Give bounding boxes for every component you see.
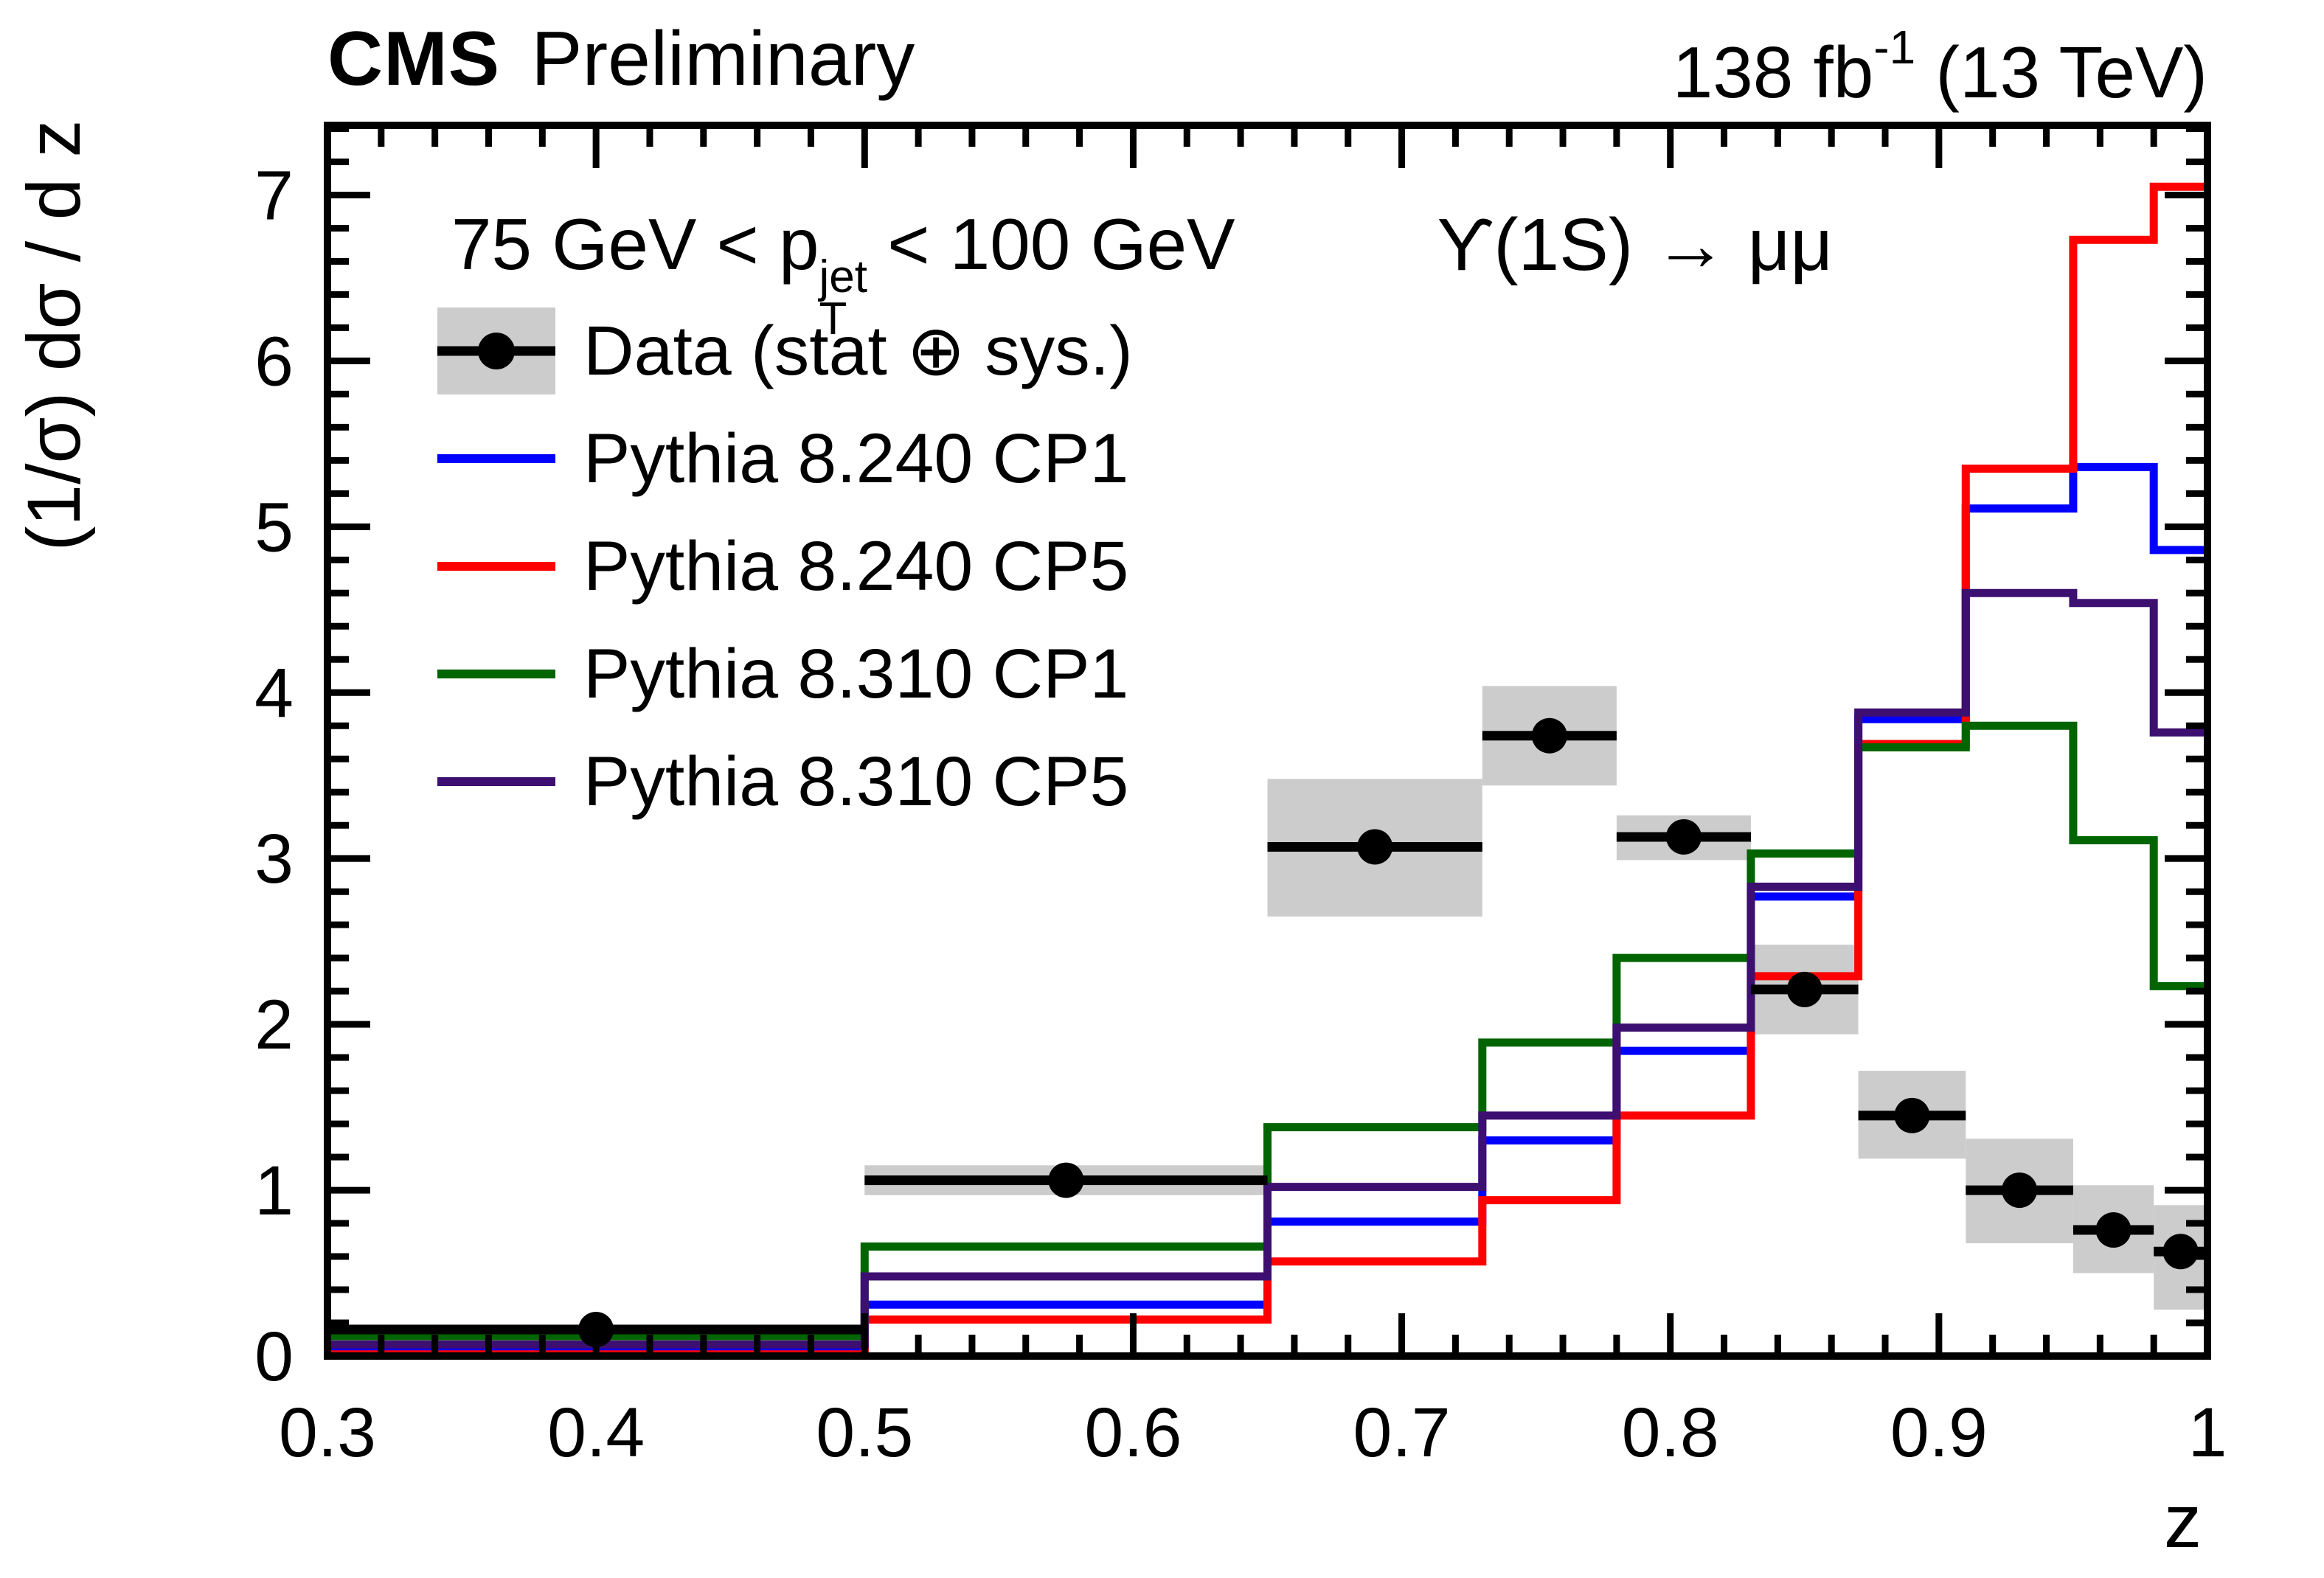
x-tick-label: 0.5 bbox=[816, 1394, 913, 1472]
selection-sub: T bbox=[819, 293, 847, 345]
luminosity-label: 138 fb-1 (13 TeV) bbox=[1673, 24, 2207, 108]
pt-jet-script: jet T bbox=[819, 251, 868, 345]
selection-sup: jet bbox=[819, 251, 868, 302]
data-point bbox=[1048, 1162, 1084, 1198]
y-tick-label: 0 bbox=[254, 1318, 294, 1396]
selection-pre: 75 GeV < p bbox=[451, 204, 819, 285]
series-pythia-8-310-cp5 bbox=[327, 588, 2207, 1349]
legend-entry-pythia-8240-cp5: Pythia 8.240 CP5 bbox=[437, 512, 1128, 620]
y-tick-label: 3 bbox=[254, 820, 294, 898]
process-label: ϒ(1S) → μμ bbox=[1437, 204, 1833, 286]
data-swatch bbox=[437, 307, 555, 394]
line-swatch-green bbox=[437, 670, 555, 678]
x-tick-label: 0.8 bbox=[1622, 1394, 1719, 1472]
plot-frame bbox=[324, 122, 2211, 1360]
legend-entry-pythia-8240-cp1: Pythia 8.240 CP1 bbox=[437, 405, 1128, 512]
x-tick-label: 0.7 bbox=[1353, 1394, 1451, 1472]
line-swatch-red bbox=[437, 562, 555, 571]
legend-label-pythia-8240-cp5: Pythia 8.240 CP5 bbox=[583, 526, 1129, 605]
y-axis-title: (1/σ) dσ / d z bbox=[12, 119, 96, 551]
data-point bbox=[1894, 1097, 1930, 1133]
y-tick-label: 1 bbox=[254, 1152, 294, 1230]
legend-label-pythia-8240-cp1: Pythia 8.240 CP1 bbox=[583, 419, 1129, 498]
x-tick-label: 0.3 bbox=[279, 1394, 376, 1472]
legend-entry-pythia-8310-cp1: Pythia 8.310 CP1 bbox=[437, 620, 1128, 728]
data-point bbox=[2162, 1234, 2199, 1270]
data-band-swatch bbox=[437, 307, 555, 394]
header-left: CMS Preliminary bbox=[327, 21, 915, 97]
selection-post: < 100 GeV bbox=[867, 204, 1235, 285]
data-point bbox=[1531, 717, 1567, 754]
y-tick-label: 5 bbox=[254, 488, 294, 566]
y-tick-label: 4 bbox=[254, 654, 294, 732]
energy-label: (13 TeV) bbox=[1915, 32, 2207, 113]
y-tick-label: 2 bbox=[254, 986, 294, 1064]
legend-label-data: Data (stat ⊕ sys.) bbox=[583, 311, 1133, 390]
x-tick-label: 0.9 bbox=[1890, 1394, 1988, 1472]
x-tick-label: 0.4 bbox=[547, 1394, 645, 1472]
line-swatch-blue bbox=[437, 454, 555, 463]
x-tick-label: 1 bbox=[2188, 1394, 2227, 1472]
data-marker-icon bbox=[478, 333, 515, 369]
lumi-exponent: -1 bbox=[1873, 21, 1916, 74]
data-point bbox=[2002, 1172, 2038, 1209]
legend-label-pythia-8310-cp5: Pythia 8.310 CP5 bbox=[583, 742, 1129, 821]
y-tick-label: 6 bbox=[254, 322, 294, 400]
x-axis-title: z bbox=[2164, 1479, 2202, 1563]
data-point bbox=[1786, 971, 1822, 1007]
x-tick-label: 0.6 bbox=[1084, 1394, 1182, 1472]
selection-label: 75 GeV < p jet T < 100 GeV bbox=[451, 208, 1235, 345]
legend-label-pythia-8310-cp1: Pythia 8.310 CP1 bbox=[583, 634, 1129, 713]
legend-entry-data: Data (stat ⊕ sys.) bbox=[437, 297, 1133, 405]
y-tick-label: 7 bbox=[254, 156, 294, 234]
data-point bbox=[2095, 1212, 2132, 1248]
line-swatch-purple bbox=[437, 777, 555, 786]
experiment-label: CMS bbox=[327, 16, 501, 102]
series-pythia-8-240-cp5 bbox=[327, 182, 2207, 1359]
data-point bbox=[1357, 829, 1393, 865]
legend-entry-pythia-8310-cp5: Pythia 8.310 CP5 bbox=[437, 728, 1128, 835]
lumi-value: 138 fb bbox=[1672, 32, 1874, 113]
status-label: Preliminary bbox=[531, 16, 915, 102]
data-point bbox=[1665, 818, 1702, 855]
